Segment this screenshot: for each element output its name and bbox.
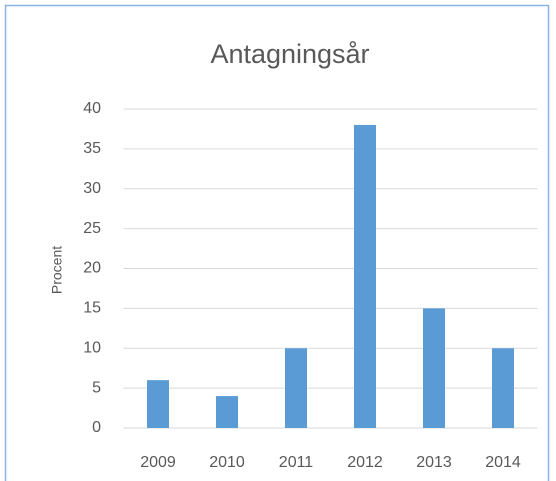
y-tick-label: 10 [83,339,101,356]
chart-title: Antagningsår [210,39,369,69]
bar [423,308,445,428]
chart-border [4,4,550,481]
bar [285,348,307,428]
y-tick-label: 25 [83,220,101,237]
y-tick-label: 20 [83,260,101,277]
x-tick-label: 2011 [279,454,314,471]
bar [492,348,514,428]
y-tick-label: 30 [83,180,101,197]
y-tick-label: 0 [92,419,101,436]
y-tick-label: 15 [83,300,101,317]
x-tick-label: 2010 [209,454,245,471]
y-tick-label: 35 [83,140,101,157]
x-tick-label: 2014 [485,454,521,471]
bar [216,396,238,428]
x-tick-label: 2012 [347,454,383,471]
bar [354,124,376,428]
y-axis-label: Procent [49,246,65,294]
y-tick-label: 5 [92,379,101,396]
bar [147,380,169,428]
x-tick-label: 2013 [416,454,452,471]
x-tick-label: 2009 [140,454,176,471]
y-tick-label: 40 [83,100,101,117]
